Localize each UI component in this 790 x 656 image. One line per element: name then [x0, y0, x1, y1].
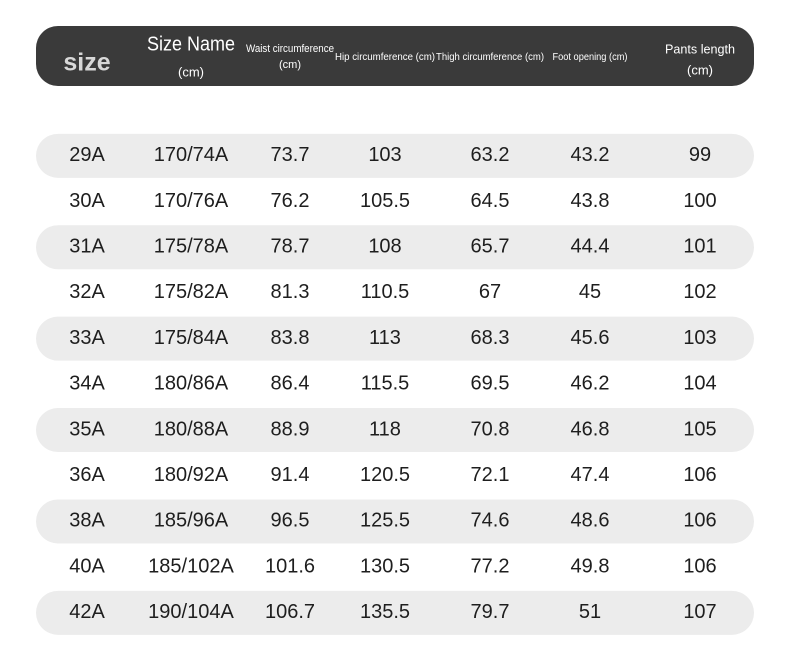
cell: 175/82A	[154, 281, 229, 303]
cell: 68.3	[471, 327, 510, 349]
cell: 43.2	[571, 144, 610, 166]
row-background	[36, 225, 754, 270]
cell: 38A	[69, 510, 105, 532]
cell: 46.2	[571, 373, 610, 395]
cell: 69.5	[471, 373, 510, 395]
cell: 77.2	[471, 555, 510, 577]
cell: 78.7	[271, 236, 310, 258]
cell: 96.5	[271, 510, 310, 532]
cell: 101.6	[265, 555, 315, 577]
cell: 34A	[69, 373, 105, 395]
cell: 175/78A	[154, 236, 229, 258]
cell: 105	[683, 418, 716, 440]
cell: 130.5	[360, 555, 410, 577]
cell: 70.8	[471, 418, 510, 440]
row-background	[36, 590, 754, 635]
cell: 36A	[69, 464, 105, 486]
cell: 185/102A	[148, 555, 234, 577]
cell: 72.1	[471, 464, 510, 486]
cell: 47.4	[571, 464, 610, 486]
cell: 79.7	[471, 601, 510, 623]
header-title: Hip circumference (cm)	[335, 51, 435, 63]
cell: 170/76A	[154, 190, 229, 212]
cell: 106	[683, 464, 716, 486]
cell: 76.2	[271, 190, 310, 212]
header-title: Size Name	[147, 33, 235, 55]
cell: 43.8	[571, 190, 610, 212]
row-background	[36, 133, 754, 178]
cell: 91.4	[271, 464, 310, 486]
cell: 135.5	[360, 601, 410, 623]
header-unit: (cm)	[687, 62, 713, 77]
cell: 74.6	[471, 510, 510, 532]
cell: 190/104A	[148, 601, 234, 623]
cell: 99	[689, 144, 711, 166]
cell: 180/92A	[154, 464, 229, 486]
header-title: Foot opening (cm)	[553, 51, 628, 63]
row-background	[36, 408, 754, 453]
cell: 49.8	[571, 555, 610, 577]
cell: 42A	[69, 601, 105, 623]
header-title: Thigh circumference (cm)	[436, 51, 544, 63]
row-background	[36, 499, 754, 544]
cell: 107	[683, 601, 716, 623]
cell: 100	[683, 190, 716, 212]
cell: 108	[368, 236, 401, 258]
row-background	[36, 316, 754, 361]
cell: 31A	[69, 236, 105, 258]
cell: 103	[368, 144, 401, 166]
cell: 106.7	[265, 601, 315, 623]
cell: 45	[579, 281, 601, 303]
cell: 170/74A	[154, 144, 229, 166]
cell: 110.5	[361, 281, 410, 303]
cell: 105.5	[360, 190, 410, 212]
cell: 63.2	[471, 144, 510, 166]
cell: 115.5	[361, 373, 410, 395]
cell: 86.4	[271, 373, 310, 395]
cell: 106	[683, 555, 716, 577]
cell: 81.3	[271, 281, 310, 303]
cell: 29A	[69, 144, 105, 166]
cell: 180/88A	[154, 418, 229, 440]
cell: 104	[683, 373, 716, 395]
cell: 73.7	[271, 144, 310, 166]
cell: 120.5	[360, 464, 410, 486]
cell: 103	[683, 327, 716, 349]
cell: 40A	[69, 555, 105, 577]
cell: 32A	[69, 281, 105, 303]
cell: 88.9	[271, 418, 310, 440]
cell: 67	[479, 281, 501, 303]
header-unit: (cm)	[178, 64, 204, 79]
cell: 175/84A	[154, 327, 229, 349]
cell: 125.5	[360, 510, 410, 532]
cell: 102	[683, 281, 716, 303]
cell: 30A	[69, 190, 105, 212]
cell: 185/96A	[154, 510, 229, 532]
cell: 118	[369, 418, 401, 440]
header-unit: (cm)	[279, 59, 301, 71]
header-title: Waist circumference	[246, 43, 334, 55]
cell: 51	[579, 601, 601, 623]
cell: 83.8	[271, 327, 310, 349]
cell: 46.8	[571, 418, 610, 440]
cell: 113	[369, 327, 401, 349]
cell: 101	[683, 236, 716, 258]
cell: 45.6	[571, 327, 610, 349]
cell: 65.7	[471, 236, 510, 258]
header-title: size	[63, 49, 110, 77]
cell: 33A	[69, 327, 105, 349]
header-title: Pants length	[665, 41, 735, 56]
header-bar	[36, 26, 754, 86]
cell: 180/86A	[154, 373, 229, 395]
cell: 106	[683, 510, 716, 532]
cell: 44.4	[571, 236, 610, 258]
cell: 48.6	[571, 510, 610, 532]
cell: 64.5	[471, 190, 510, 212]
cell: 35A	[69, 418, 105, 440]
